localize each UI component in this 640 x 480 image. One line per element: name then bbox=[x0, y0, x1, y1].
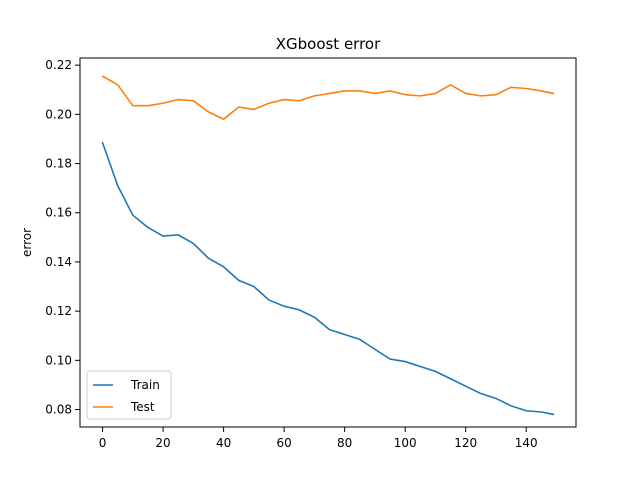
y-axis-title: error bbox=[20, 228, 34, 257]
y-tick-label: 0.16 bbox=[45, 206, 72, 220]
series-layer bbox=[101, 75, 555, 416]
x-tick-label: 0 bbox=[99, 436, 107, 450]
y-tick-label: 0.22 bbox=[45, 58, 72, 72]
legend: Train Test bbox=[86, 370, 172, 420]
series-line-train bbox=[101, 141, 555, 416]
x-tick-label: 40 bbox=[216, 436, 231, 450]
plot-frame bbox=[79, 57, 577, 428]
y-tick-label: 0.14 bbox=[45, 255, 72, 269]
series-line-test bbox=[101, 75, 555, 121]
x-tick-label: 60 bbox=[276, 436, 291, 450]
y-tick-label: 0.20 bbox=[45, 107, 72, 121]
x-tick-label: 140 bbox=[515, 436, 538, 450]
legend-label-test: Test bbox=[130, 400, 155, 414]
y-tick-label: 0.08 bbox=[45, 403, 72, 417]
y-tick-label: 0.10 bbox=[45, 353, 72, 367]
y-tick-label: 0.12 bbox=[45, 304, 72, 318]
x-tick-label: 20 bbox=[155, 436, 170, 450]
legend-label-train: Train bbox=[130, 378, 160, 392]
x-axis-ticks: 0 20 40 60 80 100 120 140 bbox=[99, 427, 538, 450]
chart-title: XGboost error bbox=[276, 35, 381, 53]
y-axis-ticks: 0.08 0.10 0.12 0.14 0.16 0.18 0.20 0.22 bbox=[45, 58, 80, 417]
x-tick-label: 100 bbox=[394, 436, 417, 450]
x-tick-label: 80 bbox=[337, 436, 352, 450]
x-tick-label: 120 bbox=[454, 436, 477, 450]
y-tick-label: 0.18 bbox=[45, 157, 72, 171]
